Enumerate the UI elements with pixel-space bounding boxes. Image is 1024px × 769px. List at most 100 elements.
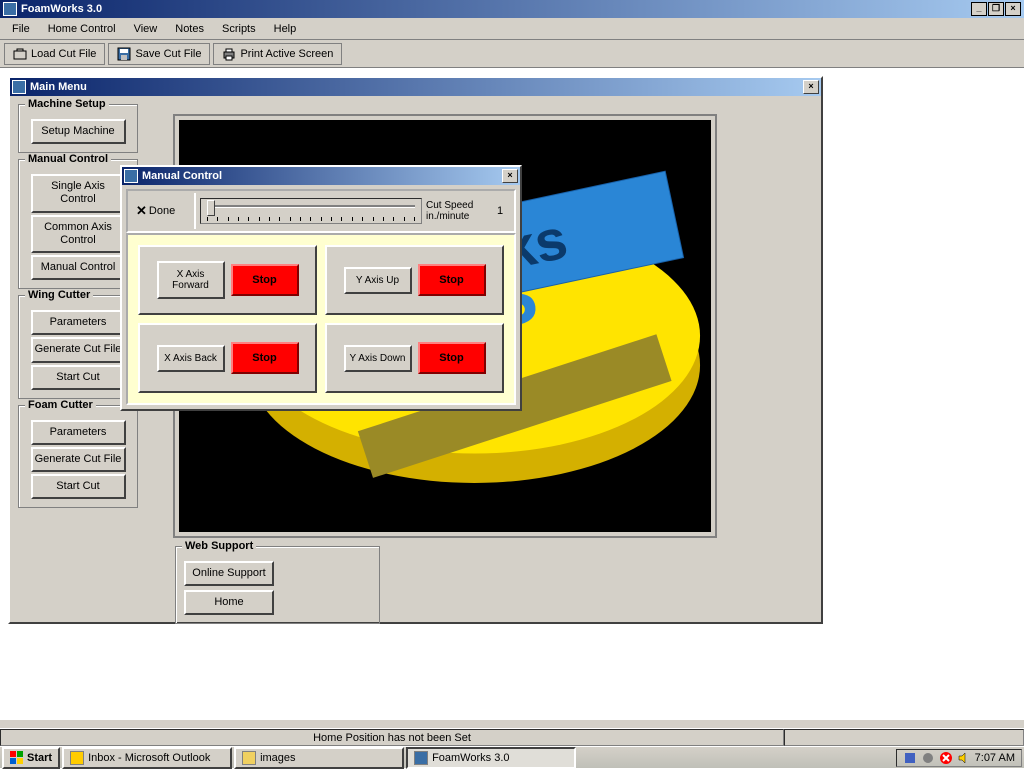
manual-control-titlebar[interactable]: Manual Control ×	[122, 167, 520, 185]
start-button[interactable]: Start	[2, 747, 60, 769]
toolbar: Load Cut File Save Cut File Print Active…	[0, 40, 1024, 68]
app-title: FoamWorks 3.0	[21, 3, 971, 15]
wing-cutter-title: Wing Cutter	[25, 289, 93, 301]
foam-parameters-button[interactable]: Parameters	[31, 420, 126, 445]
print-icon	[222, 47, 236, 61]
folder-icon	[242, 751, 256, 765]
menu-view[interactable]: View	[126, 21, 166, 37]
axis-control-panel: X Axis Forward Stop Y Axis Up Stop X Axi…	[126, 233, 516, 405]
tray-icon-2[interactable]	[921, 751, 935, 765]
web-support-group: Web Support Online Support Home	[175, 546, 380, 624]
taskbar-item-foamworks-label: FoamWorks 3.0	[432, 752, 509, 764]
tray-icon-1[interactable]	[903, 751, 917, 765]
web-support-title: Web Support	[182, 540, 256, 552]
app-titlebar: FoamWorks 3.0 _ ❐ ×	[0, 0, 1024, 18]
menu-scripts[interactable]: Scripts	[214, 21, 264, 37]
single-axis-control-button[interactable]: Single Axis Control	[31, 174, 126, 212]
common-axis-control-button[interactable]: Common Axis Control	[31, 215, 126, 253]
taskbar-item-images[interactable]: images	[234, 747, 404, 769]
cut-speed-value: 1	[490, 205, 510, 217]
manual-control-button[interactable]: Manual Control	[31, 255, 126, 280]
form-icon	[12, 80, 26, 94]
window-controls: _ ❐ ×	[971, 2, 1021, 16]
tray-icon-volume[interactable]	[957, 751, 971, 765]
x-axis-forward-button[interactable]: X Axis Forward	[157, 261, 225, 299]
foamworks-icon	[414, 751, 428, 765]
status-bar: Home Position has not been Set	[0, 728, 1024, 746]
taskbar-item-outlook[interactable]: Inbox - Microsoft Outlook	[62, 747, 232, 769]
open-file-icon	[13, 47, 27, 61]
manual-control-window: Manual Control × ✕ Done Cut Speed in./mi…	[120, 165, 522, 411]
x-axis-back-box: X Axis Back Stop	[138, 323, 317, 393]
y-axis-up-button[interactable]: Y Axis Up	[344, 267, 412, 294]
machine-setup-group: Machine Setup Setup Machine	[18, 104, 138, 153]
status-message: Home Position has not been Set	[0, 729, 784, 746]
load-cut-file-button[interactable]: Load Cut File	[4, 43, 105, 65]
separator-bar	[0, 720, 1024, 728]
done-label: Done	[149, 205, 175, 217]
x-icon: ✕	[136, 203, 147, 219]
slider-thumb[interactable]	[207, 200, 215, 216]
y-up-stop-button[interactable]: Stop	[418, 264, 486, 296]
print-active-screen-button[interactable]: Print Active Screen	[213, 43, 342, 65]
menu-home-control[interactable]: Home Control	[40, 21, 124, 37]
cut-speed-slider[interactable]	[200, 198, 422, 224]
menu-bar: File Home Control View Notes Scripts Hel…	[0, 18, 1024, 40]
slider-track	[207, 205, 415, 208]
save-cut-file-label: Save Cut File	[135, 48, 201, 60]
home-button[interactable]: Home	[184, 590, 274, 615]
windows-flag-icon	[10, 751, 24, 765]
cut-speed-label-line2: in./minute	[426, 211, 486, 222]
x-back-stop-button[interactable]: Stop	[231, 342, 299, 374]
save-icon	[117, 47, 131, 61]
taskbar-item-images-label: images	[260, 752, 295, 764]
y-axis-up-box: Y Axis Up Stop	[325, 245, 504, 315]
outlook-icon	[70, 751, 84, 765]
foam-start-cut-button[interactable]: Start Cut	[31, 474, 126, 499]
menu-notes[interactable]: Notes	[167, 21, 212, 37]
foam-cutter-title: Foam Cutter	[25, 399, 96, 411]
speed-row: ✕ Done Cut Speed in./minute 1	[126, 189, 516, 233]
taskbar: Start Inbox - Microsoft Outlook images F…	[0, 746, 1024, 768]
taskbar-clock[interactable]: 7:07 AM	[975, 752, 1015, 764]
main-menu-titlebar[interactable]: Main Menu ×	[10, 78, 821, 96]
wing-start-cut-button[interactable]: Start Cut	[31, 365, 126, 390]
x-axis-forward-box: X Axis Forward Stop	[138, 245, 317, 315]
y-axis-down-button[interactable]: Y Axis Down	[344, 345, 412, 372]
close-button[interactable]: ×	[1005, 2, 1021, 16]
wing-generate-cut-file-button[interactable]: Generate Cut File	[31, 337, 126, 362]
start-label: Start	[27, 752, 52, 764]
form-icon	[124, 169, 138, 183]
app-icon	[3, 2, 17, 16]
slider-ticks	[207, 217, 415, 222]
machine-setup-title: Machine Setup	[25, 98, 109, 110]
taskbar-item-outlook-label: Inbox - Microsoft Outlook	[88, 752, 210, 764]
done-button[interactable]: ✕ Done	[132, 200, 179, 222]
manual-control-close-button[interactable]: ×	[502, 169, 518, 183]
foam-generate-cut-file-button[interactable]: Generate Cut File	[31, 447, 126, 472]
wing-parameters-button[interactable]: Parameters	[31, 310, 126, 335]
taskbar-item-foamworks[interactable]: FoamWorks 3.0	[406, 747, 576, 769]
menu-help[interactable]: Help	[266, 21, 305, 37]
x-forward-stop-button[interactable]: Stop	[231, 264, 299, 296]
main-menu-title: Main Menu	[30, 81, 803, 93]
save-cut-file-button[interactable]: Save Cut File	[108, 43, 210, 65]
cut-speed-label: Cut Speed in./minute	[426, 200, 486, 222]
minimize-button[interactable]: _	[971, 2, 987, 16]
tray-icon-3[interactable]	[939, 751, 953, 765]
menu-file[interactable]: File	[4, 21, 38, 37]
foam-cutter-group: Foam Cutter Parameters Generate Cut File…	[18, 405, 138, 509]
system-tray: 7:07 AM	[896, 749, 1022, 767]
online-support-button[interactable]: Online Support	[184, 561, 274, 586]
setup-machine-button[interactable]: Setup Machine	[31, 119, 126, 144]
manual-control-group-title: Manual Control	[25, 153, 111, 165]
done-cell: ✕ Done	[132, 193, 196, 229]
manual-control-title: Manual Control	[142, 170, 502, 182]
y-down-stop-button[interactable]: Stop	[418, 342, 486, 374]
manual-control-body: ✕ Done Cut Speed in./minute 1 X Axis For…	[122, 185, 520, 409]
x-axis-back-button[interactable]: X Axis Back	[157, 345, 225, 372]
restore-button[interactable]: ❐	[988, 2, 1004, 16]
print-active-screen-label: Print Active Screen	[240, 48, 333, 60]
main-menu-close-button[interactable]: ×	[803, 80, 819, 94]
status-cell-empty	[784, 729, 1024, 746]
